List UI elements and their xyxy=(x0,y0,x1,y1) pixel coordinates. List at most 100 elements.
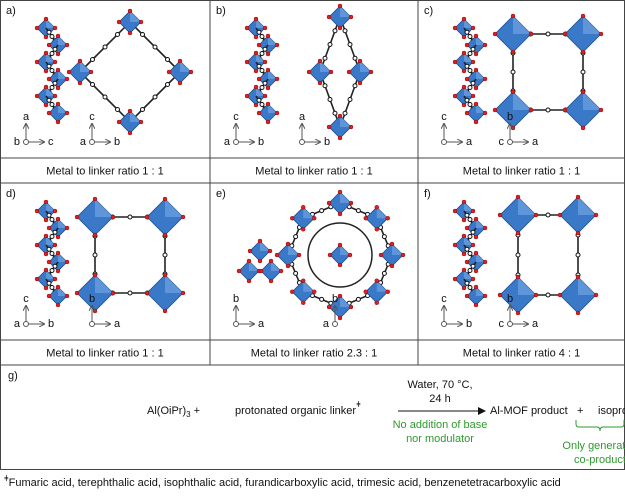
carbon xyxy=(353,56,357,60)
caption: Metal to linker ratio 1 : 1 xyxy=(46,165,163,177)
brace xyxy=(576,420,624,431)
oxygen xyxy=(471,209,475,213)
oxygen xyxy=(474,52,478,56)
carbon xyxy=(53,264,57,268)
caption: Metal to linker ratio 1 : 1 xyxy=(255,165,372,177)
oxygen xyxy=(358,81,362,85)
oxygen xyxy=(254,103,258,107)
oxygen xyxy=(338,114,342,118)
oxygen xyxy=(258,239,262,243)
axis-origin xyxy=(442,322,447,327)
oxygen xyxy=(44,69,48,73)
oxygen xyxy=(56,86,60,90)
oxygen xyxy=(471,60,475,64)
oxygen xyxy=(163,309,167,313)
oxygen xyxy=(78,59,82,63)
oxygen xyxy=(266,34,270,38)
oxygen xyxy=(465,260,469,264)
oxygen xyxy=(462,218,466,222)
oxygen xyxy=(576,231,580,235)
carbon xyxy=(511,70,515,74)
carbon xyxy=(260,103,264,107)
oxygen xyxy=(290,290,294,294)
oxygen xyxy=(474,34,478,38)
oxygen xyxy=(493,32,497,36)
oxygen xyxy=(369,70,373,74)
oxygen xyxy=(301,279,305,283)
oxygen xyxy=(145,215,149,219)
oxygen xyxy=(338,294,342,298)
panel: f)Metal to linker ratio 4 : 1cbbac xyxy=(424,188,598,360)
oxygen xyxy=(576,275,580,279)
carbon xyxy=(116,108,120,112)
oxygen xyxy=(471,26,475,30)
carbon xyxy=(166,58,170,62)
oxygen xyxy=(47,77,51,81)
oxygen xyxy=(254,35,258,39)
oxygen xyxy=(93,309,97,313)
oxygen xyxy=(375,279,379,283)
oxygen xyxy=(266,52,270,56)
carbon xyxy=(50,52,54,56)
carbon xyxy=(153,95,157,99)
carbon xyxy=(516,253,520,257)
oxygen xyxy=(145,291,149,295)
axis-label: c xyxy=(499,136,505,148)
axis-label: a xyxy=(224,136,231,148)
axis-origin xyxy=(24,140,29,145)
oxygen xyxy=(111,291,115,295)
oxygen xyxy=(493,108,497,112)
oxygen xyxy=(254,69,258,73)
oxygen xyxy=(78,81,82,85)
carbon xyxy=(263,47,267,51)
oxygen xyxy=(53,26,57,30)
caption: Metal to linker ratio 1 : 1 xyxy=(463,165,580,177)
axis-label: c xyxy=(23,293,29,305)
caption: Metal to linker ratio 2.3 : 1 xyxy=(251,347,378,359)
oxygen xyxy=(67,70,71,74)
axis-label: a xyxy=(80,136,87,148)
carbon xyxy=(468,35,472,39)
oxygen xyxy=(318,81,322,85)
oxygen xyxy=(268,249,272,253)
oxygen xyxy=(35,243,39,247)
oxygen xyxy=(581,50,585,54)
oxygen xyxy=(35,26,39,30)
oxygen xyxy=(338,316,342,320)
oxygen xyxy=(338,4,342,8)
oxygen xyxy=(462,103,466,107)
carbon xyxy=(50,269,54,273)
oxygen xyxy=(44,268,48,272)
oxygen xyxy=(128,131,132,135)
oxygen xyxy=(53,209,57,213)
axis-origin xyxy=(24,322,29,327)
oxygen xyxy=(529,108,533,112)
axis-label: c xyxy=(48,136,54,148)
oxygen xyxy=(375,301,379,305)
oxygen xyxy=(594,293,598,297)
carbon xyxy=(53,81,57,85)
oxygen xyxy=(53,243,57,247)
carbon xyxy=(468,103,472,107)
oxygen xyxy=(286,264,290,268)
carbon xyxy=(153,45,157,49)
oxygen xyxy=(75,215,79,219)
oxygen xyxy=(93,197,97,201)
carbon xyxy=(546,213,550,217)
oxygen xyxy=(301,227,305,231)
oxygen xyxy=(462,69,466,73)
oxygen xyxy=(379,253,383,257)
oxygen xyxy=(247,259,251,263)
axis-label: a xyxy=(299,111,306,123)
carbon xyxy=(141,33,145,37)
oxygen xyxy=(178,81,182,85)
carbon xyxy=(353,84,357,88)
oxygen xyxy=(111,215,115,219)
carbon xyxy=(320,209,324,213)
carbon xyxy=(576,253,580,257)
oxygen xyxy=(181,215,185,219)
carbon xyxy=(382,235,386,239)
oxygen xyxy=(35,94,39,98)
oxygen xyxy=(483,294,487,298)
carbon xyxy=(465,281,469,285)
